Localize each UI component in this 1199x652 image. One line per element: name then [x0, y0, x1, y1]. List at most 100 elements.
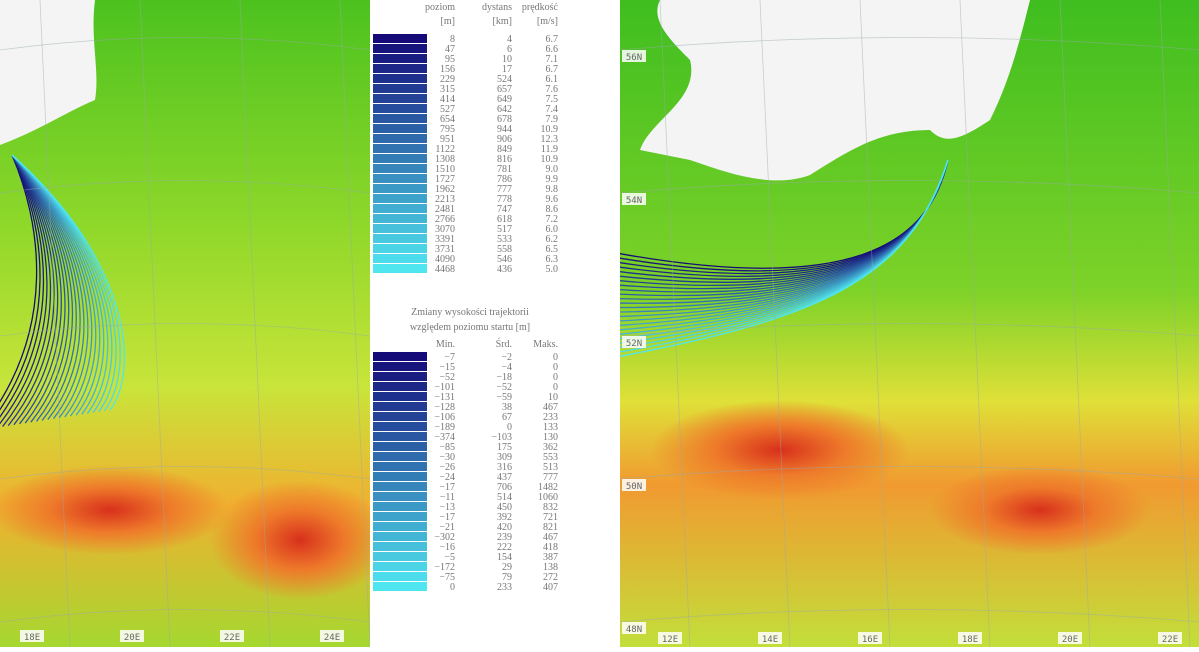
table-cell: 316 [497, 462, 512, 473]
color-swatch [373, 492, 427, 501]
legend-panel: poziom dystans prędkość [m] [km] [m/s] 8 4 6.7 47… [370, 0, 620, 647]
meridian [339, 0, 370, 647]
color-swatch [373, 244, 427, 253]
table-cell: 9.9 [546, 174, 559, 185]
trajectory [0, 154, 38, 403]
table-cell: 10 [548, 392, 558, 403]
table-cell: 175 [497, 442, 512, 453]
table-cell: 6.3 [546, 254, 559, 265]
table-cell: 6.6 [546, 44, 559, 55]
table-cell: −26 [439, 462, 455, 473]
color-swatch [373, 572, 427, 581]
label-box [120, 630, 144, 642]
table-cell: 67 [502, 412, 512, 423]
color-swatch [373, 194, 427, 203]
table-cell: 1510 [435, 164, 455, 175]
color-swatch [373, 54, 427, 63]
color-swatch [373, 104, 427, 113]
trajectory [11, 154, 70, 423]
table-cell: −11 [440, 492, 455, 503]
color-swatch [373, 372, 427, 381]
trajectory [620, 159, 949, 357]
trajectory [11, 154, 66, 424]
color-swatch [373, 174, 427, 183]
table-cell: −4 [501, 362, 512, 373]
right-map [620, 0, 1199, 647]
table-cell: −75 [439, 572, 455, 583]
parallel [0, 323, 370, 337]
sea [0, 0, 97, 145]
color-swatch [373, 512, 427, 521]
table-cell: 7.6 [546, 84, 559, 95]
trajectories [620, 159, 949, 357]
table-cell: 233 [543, 412, 558, 423]
table-cell: 778 [497, 194, 512, 205]
table-cell: 6.2 [546, 234, 559, 245]
table-cell: −30 [439, 452, 455, 463]
parallel [0, 609, 370, 623]
table-cell: 0 [553, 362, 558, 373]
table-cell: 2481 [435, 204, 455, 215]
color-swatch [373, 472, 427, 481]
color-swatch [373, 412, 427, 421]
trajectory [0, 154, 45, 418]
table-cell: 6.1 [546, 74, 559, 85]
column-header: Maks. [533, 339, 558, 350]
table-cell: 418 [543, 542, 558, 553]
table-cell: 4090 [435, 254, 455, 265]
graticule [0, 0, 370, 647]
table-cell: 0 [553, 372, 558, 383]
label-box [622, 193, 646, 205]
table-cell: 7.2 [546, 214, 559, 225]
table-cell: 315 [440, 84, 455, 95]
color-swatch [373, 94, 427, 103]
table-cell: −2 [501, 352, 512, 363]
table-cell: 7.1 [546, 54, 559, 65]
table-cell: 222 [497, 542, 512, 553]
trajectory [11, 154, 59, 426]
table-cell: 832 [543, 502, 558, 513]
coordinate-label: 16E [862, 635, 878, 645]
color-swatch [373, 502, 427, 511]
table-cell: 8 [450, 34, 455, 45]
table-cell: 156 [440, 64, 455, 75]
color-swatch [373, 134, 427, 143]
table-cell: −172 [434, 562, 455, 573]
column-header: dystans [482, 2, 512, 13]
meridian [759, 0, 791, 647]
color-swatch [373, 44, 427, 53]
meridian [959, 0, 991, 647]
color-swatch [373, 522, 427, 531]
mountains [930, 465, 1150, 555]
parallel [620, 37, 1199, 51]
coordinate-label: 18E [962, 635, 978, 645]
table-cell: 154 [497, 552, 512, 563]
coordinate-label: 52N [626, 339, 642, 349]
table-cell: 229 [440, 74, 455, 85]
color-swatch [373, 214, 427, 223]
label-box [1158, 632, 1182, 644]
table-cell: 233 [497, 582, 512, 593]
coordinate-label: 18E [24, 633, 40, 643]
label-box [622, 622, 646, 634]
parallel [620, 180, 1199, 194]
table-cell: 533 [497, 234, 512, 245]
coordinate-label: 54N [626, 196, 642, 206]
table-cell: 6.7 [546, 34, 559, 45]
table-cell: −128 [434, 402, 455, 413]
table-cell: 450 [497, 502, 512, 513]
trajectory [11, 154, 105, 415]
table-cell: 2213 [435, 194, 455, 205]
table-cell: 12.3 [541, 134, 559, 145]
table-cell: 7.5 [546, 94, 559, 105]
table-cell: 10.9 [541, 154, 559, 165]
parallel [0, 37, 370, 51]
color-swatch [373, 84, 427, 93]
table-cell: 414 [440, 94, 455, 105]
label-box [320, 630, 344, 642]
table-cell: 6.5 [546, 244, 559, 255]
color-swatch [373, 542, 427, 551]
meridian [239, 0, 271, 647]
table-cell: 17 [502, 64, 512, 75]
table-cell: 951 [440, 134, 455, 145]
